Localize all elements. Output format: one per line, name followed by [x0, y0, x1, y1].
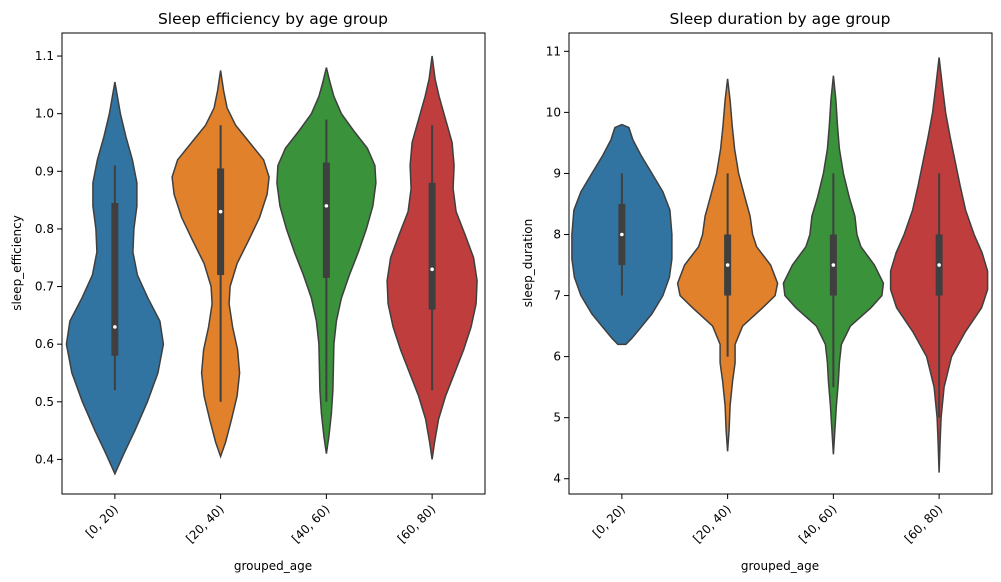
y-tick-label: 0.7 — [35, 280, 54, 294]
x-axis-label: grouped_age — [741, 559, 819, 573]
median-marker — [725, 263, 730, 267]
iqr-box — [428, 182, 436, 310]
chart-panel-sleep-efficiency: Sleep efficiency by age group 0.40.50.60… — [10, 10, 486, 573]
y-tick-label: 11 — [546, 44, 561, 58]
y-axis-label: sleep_duration — [521, 219, 535, 307]
y-axis-label: sleep_efficiency — [10, 215, 24, 311]
median-marker — [113, 325, 117, 329]
iqr-box — [322, 162, 330, 278]
y-tick-label: 8 — [553, 227, 561, 241]
median-marker — [831, 263, 836, 267]
chart-title: Sleep duration by age group — [670, 10, 891, 28]
y-tick-label: 0.8 — [35, 222, 54, 236]
median-marker — [218, 209, 223, 214]
chart-title: Sleep efficiency by age group — [158, 10, 388, 28]
plot-frame — [568, 32, 993, 495]
x-tick-label: [0, 20) — [590, 502, 628, 540]
plot-frame — [61, 32, 486, 495]
y-tick-label: 6 — [553, 350, 561, 364]
x-tick-label: [40, 60) — [289, 502, 333, 546]
y-tick-label: 5 — [553, 411, 561, 425]
median-marker — [937, 263, 941, 267]
x-axis-label: grouped_age — [234, 559, 312, 573]
y-tick-label: 9 — [553, 166, 561, 180]
y-tick-label: 7 — [553, 289, 561, 303]
chart-panel-sleep-duration: Sleep duration by age group 4 5 6 7 8 9 10 11 [0… — [521, 10, 993, 573]
y-tick-label: 4 — [553, 472, 561, 486]
y-tick-label: 0.4 — [35, 452, 54, 466]
median-marker — [324, 204, 329, 208]
y-tick-label: 0.9 — [35, 164, 54, 178]
x-tick-label: [20, 40) — [183, 502, 227, 546]
x-tick-label: [0, 20) — [83, 502, 121, 540]
median-marker — [620, 232, 624, 237]
y-tick-label: 0.5 — [35, 395, 54, 409]
y-tick-label: 10 — [546, 105, 561, 119]
iqr-box — [217, 168, 225, 276]
x-tick-label: [60, 80) — [395, 502, 439, 546]
plot-area: 0.4 0.5 0.6 0.7 0.8 0.9 1.0 1.1 [0, 20) [20, 40) [… — [35, 49, 478, 546]
y-tick-label: 1.0 — [35, 107, 54, 121]
y-tick-label: 0.6 — [35, 337, 54, 351]
x-tick-label: [20, 40) — [690, 502, 734, 546]
y-tick-label: 1.1 — [35, 49, 54, 63]
iqr-box — [111, 202, 119, 356]
median-marker — [430, 267, 434, 272]
x-tick-label: [40, 60) — [796, 502, 840, 546]
x-tick-label: [60, 80) — [902, 502, 946, 546]
plot-area: 4 5 6 7 8 9 10 11 [0, 20) [20, 40) [40, 60) [60, 80… — [546, 44, 989, 546]
